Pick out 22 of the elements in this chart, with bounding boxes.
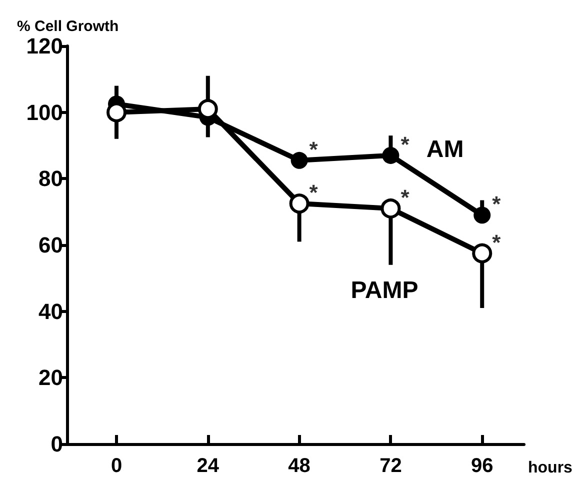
x-tick-label: 0 [110,455,122,477]
x-tick-label: 72 [380,455,402,477]
y-tick-label: 120 [26,34,63,58]
y-tick-label: 80 [38,166,63,192]
annotation: * [309,180,318,206]
annotation: * [400,185,410,210]
y-tick-label: 0 [50,432,63,456]
x-tick-label: 48 [288,455,310,477]
annotation: * [492,192,502,217]
text: PAMP [350,277,418,304]
series-label: AM [426,136,464,163]
annotation: * [400,132,410,157]
x-tick-label: 24 [196,455,220,477]
annotation: * [492,230,502,255]
y-tick-label: 100 [26,100,63,125]
x-axis-title: hours [528,460,573,476]
y-axis-title: % Cell Growth [17,18,119,35]
x-tick-label: 96 [470,455,494,477]
y-tick-label: 60 [38,232,63,258]
annotation: * [309,136,318,162]
y-tick-label: 40 [38,298,63,324]
y-tick-label: 20 [38,365,63,390]
